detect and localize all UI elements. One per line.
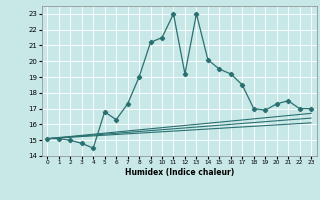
X-axis label: Humidex (Indice chaleur): Humidex (Indice chaleur) — [124, 168, 234, 177]
